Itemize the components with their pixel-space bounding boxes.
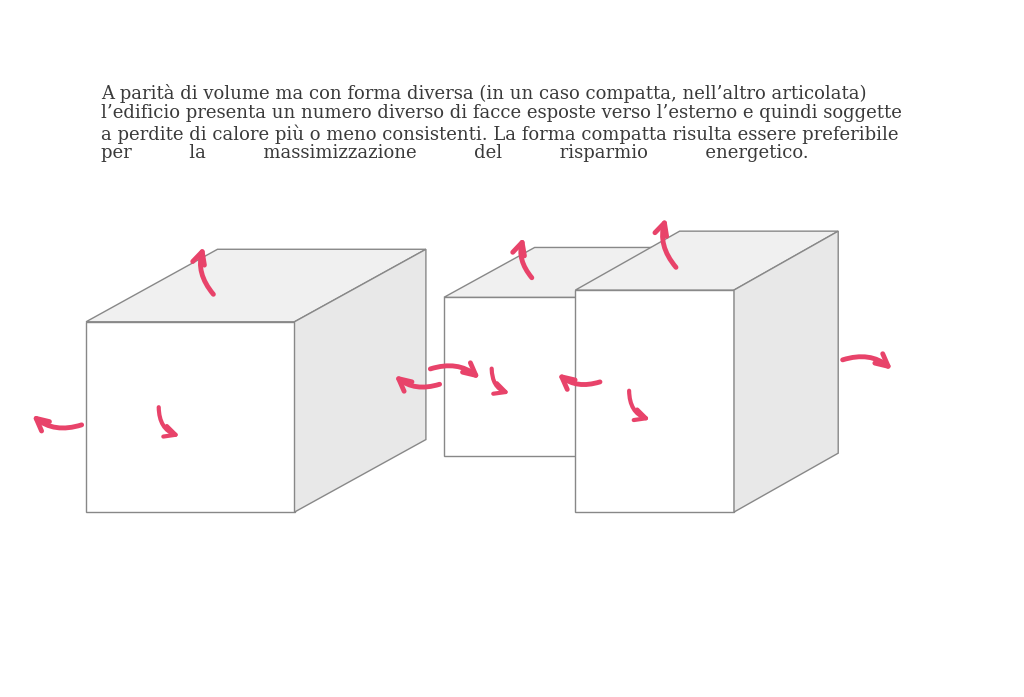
Text: A parità di volume ma con forma diversa (in un caso compatta, nell’altro articol: A parità di volume ma con forma diversa … [101,84,867,103]
Polygon shape [86,322,295,512]
Polygon shape [444,298,585,456]
Text: a perdite di calore più o meno consistenti. La forma compatta risulta essere pre: a perdite di calore più o meno consisten… [101,124,899,144]
Polygon shape [444,247,675,298]
Polygon shape [86,250,426,322]
Polygon shape [734,231,839,512]
Text: per          la          massimizzazione          del          risparmio        : per la massimizzazione del risparmio [101,144,809,162]
Polygon shape [585,247,675,456]
Polygon shape [575,290,734,512]
Polygon shape [295,250,426,512]
Text: l’edificio presenta un numero diverso di facce esposte verso l’esterno e quindi : l’edificio presenta un numero diverso di… [101,105,902,122]
Polygon shape [575,231,839,290]
